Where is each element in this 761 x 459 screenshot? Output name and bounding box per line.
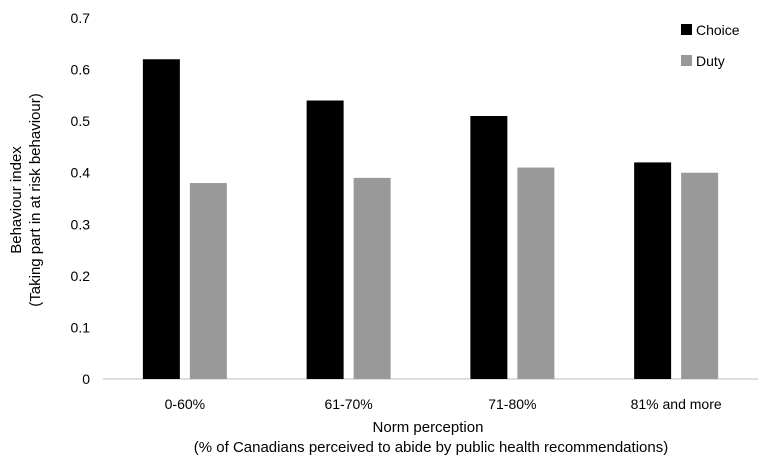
bar-duty-2	[517, 167, 555, 379]
y-tick-label: 0	[82, 371, 90, 387]
x-tick-label: 71-80%	[488, 396, 536, 412]
x-axis-subtitle: (% of Canadians perceived to abide by pu…	[194, 439, 668, 456]
bar-choice-1	[306, 100, 344, 379]
legend-label-choice: Choice	[696, 22, 740, 38]
x-axis-title: Norm perception	[373, 419, 484, 436]
bar-duty-3	[681, 172, 719, 379]
y-axis-subtitle: (Taking part in at risk behaviour)	[27, 93, 44, 306]
bar-choice-3	[634, 162, 672, 379]
legend-swatch-choice	[681, 24, 692, 35]
y-tick-label: 0.5	[71, 113, 91, 129]
bars	[142, 59, 719, 379]
y-tick-label: 0.3	[71, 216, 91, 232]
legend-swatch-duty	[681, 55, 692, 66]
y-tick-label: 0.4	[71, 165, 91, 181]
y-axis: 0 0.1 0.2 0.3 0.4 0.5 0.6 0.7	[71, 10, 91, 387]
legend: Choice Duty	[681, 22, 740, 69]
y-tick-label: 0.6	[71, 62, 91, 78]
y-axis-title: Behaviour index	[8, 146, 25, 254]
bar-choice-2	[470, 115, 508, 379]
x-tick-label: 81% and more	[631, 396, 722, 412]
bar-choice-0	[142, 59, 180, 379]
bar-duty-1	[353, 177, 391, 379]
legend-label-duty: Duty	[696, 53, 725, 69]
y-tick-label: 0.7	[71, 10, 91, 26]
x-tick-label: 0-60%	[165, 396, 205, 412]
x-tick-label: 61-70%	[324, 396, 372, 412]
y-tick-label: 0.2	[71, 268, 91, 284]
x-tick-labels: 0-60% 61-70% 71-80% 81% and more	[165, 396, 722, 412]
y-tick-label: 0.1	[71, 319, 91, 335]
bar-duty-0	[189, 183, 227, 379]
